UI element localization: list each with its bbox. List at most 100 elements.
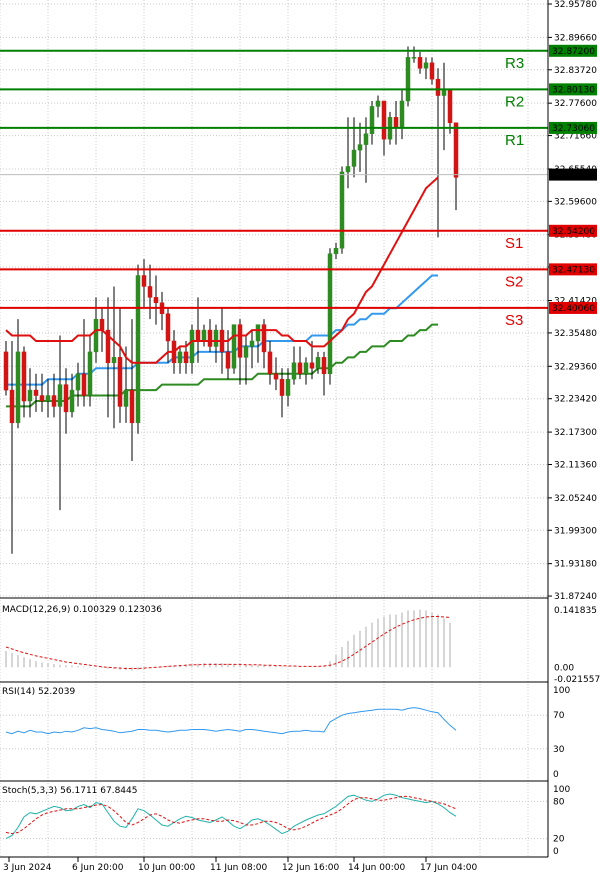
level-price-box	[549, 301, 597, 314]
candle-body	[177, 351, 183, 364]
candle-body	[105, 329, 111, 364]
time-tick-label: 14 Jun 00:00	[348, 863, 405, 873]
level-name-s1: S1	[505, 235, 523, 252]
candle-body	[93, 318, 99, 353]
candle-body	[123, 389, 129, 407]
candle-body	[81, 373, 87, 396]
macd-tick-label: -0.021557	[554, 675, 600, 685]
stoch-tick-label: 80	[553, 797, 565, 807]
macd-title: MACD(12,26,9) 0.100329 0.123036	[2, 605, 162, 615]
rsi-title: RSI(14) 52.2039	[2, 687, 75, 697]
price-tick-label: 31.99300	[554, 526, 597, 536]
candle-body	[393, 117, 399, 129]
rsi-tick-label: 100	[553, 686, 570, 696]
time-tick-label: 12 Jun 16:00	[282, 863, 339, 873]
candle-body	[369, 106, 375, 134]
candle-body	[345, 166, 351, 173]
candle-body	[195, 329, 201, 342]
price-tick-label: 32.83720	[554, 66, 597, 76]
candle-body	[327, 253, 333, 374]
candle-body	[441, 89, 447, 96]
candle-body	[9, 389, 15, 424]
level-price-box	[549, 44, 597, 57]
price-tick-label: 32.71660	[554, 132, 597, 142]
grid	[0, 0, 548, 857]
candle-body	[3, 351, 9, 391]
candle-body	[321, 357, 327, 374]
ma-red-line	[5, 176, 439, 364]
candle-body	[357, 144, 363, 151]
candle-body	[267, 351, 273, 374]
level-price-label: 32.40060	[552, 304, 595, 314]
candle-body	[237, 324, 243, 358]
level-price-label: 32.54200	[552, 227, 595, 237]
level-price-box	[549, 224, 597, 237]
price-tick-label: 32.41420	[554, 297, 597, 307]
candle-body	[279, 378, 285, 396]
candle-body	[21, 351, 27, 402]
candle-body	[291, 362, 297, 380]
candle-body	[129, 389, 135, 424]
rsi-tick-label: 0	[553, 770, 559, 780]
level-price-label: 32.73060	[552, 124, 595, 134]
price-tick-label: 32.29360	[554, 362, 597, 372]
candle-body	[453, 122, 459, 178]
candle-body	[27, 389, 33, 402]
price-tick-label: 32.23420	[554, 395, 597, 405]
candle-body	[249, 340, 255, 347]
level-price-label: 32.47130	[552, 265, 595, 275]
time-tick-label: 6 Jun 20:00	[72, 863, 124, 873]
time-tick-label: 17 Jun 04:00	[420, 863, 477, 873]
candle-body	[375, 100, 381, 107]
price-tick-label: 32.11360	[554, 460, 597, 470]
candle-body	[51, 395, 57, 407]
candle-body	[111, 357, 117, 364]
level-price-label: 32.80130	[552, 85, 595, 95]
candle-body	[261, 324, 267, 353]
candle-body	[183, 351, 189, 364]
main-pane: R3 R2 R1 S1 S2 S3	[0, 46, 548, 554]
candle-body	[333, 248, 339, 254]
candle-body	[339, 171, 345, 249]
level-price-box	[549, 121, 597, 134]
stoch-tick-label: 100	[553, 785, 570, 795]
level-name-s2: S2	[505, 273, 523, 290]
candle-body	[63, 384, 69, 413]
candle-body	[399, 100, 405, 129]
current-price-box	[549, 168, 597, 181]
candle-body	[33, 389, 39, 396]
level-price-box	[549, 83, 597, 96]
price-tick-label: 32.77600	[554, 99, 597, 109]
price-tick-label: 31.93180	[554, 560, 597, 570]
candle-body	[309, 362, 315, 369]
candle-body	[39, 395, 45, 402]
stoch-tick-label: 0	[553, 847, 559, 857]
time-tick-label: 10 Jun 00:00	[138, 863, 195, 873]
candle-body	[207, 329, 213, 347]
candle-body	[405, 57, 411, 102]
rsi-line	[5, 707, 457, 735]
level-name-r2: R2	[505, 93, 524, 110]
stoch-title: Stoch(5,3,3) 56.1711 67.8445	[2, 786, 137, 796]
candle-body	[117, 357, 123, 407]
level-name-r1: R1	[505, 132, 524, 149]
candle-body	[315, 357, 321, 369]
rsi-tick-label: 70	[553, 711, 565, 721]
candle-body	[381, 100, 387, 140]
level-price-label: 32.87200	[552, 47, 595, 57]
price-tick-label: 32.89660	[554, 33, 597, 43]
level-name-r3: R3	[505, 55, 524, 72]
candle-body	[69, 389, 75, 413]
candle-body	[213, 329, 219, 347]
candle-body	[429, 62, 435, 80]
candle-body	[15, 351, 21, 424]
stoch-d-line	[5, 795, 457, 835]
candle-body	[255, 324, 261, 342]
candle-body	[225, 351, 231, 369]
candle-body	[165, 313, 171, 342]
candle-body	[189, 329, 195, 364]
stoch-k-line	[5, 793, 457, 840]
stoch-pane: Stoch(5,3,3) 56.1711 67.8445	[0, 786, 548, 840]
rsi-tick-label: 30	[553, 745, 565, 755]
